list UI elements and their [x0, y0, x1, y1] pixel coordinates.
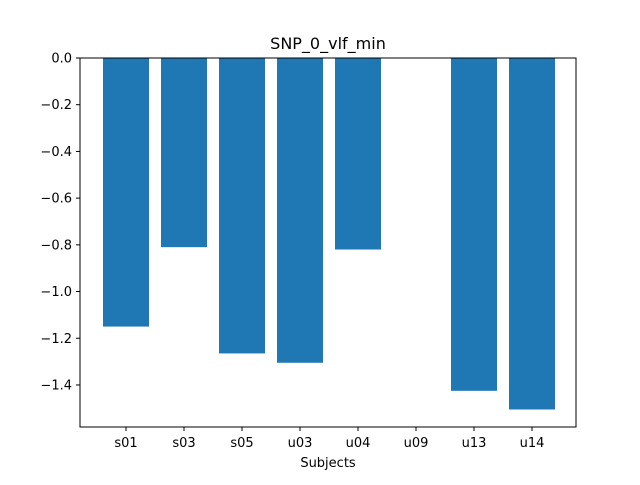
bar-u04 [335, 58, 381, 250]
plot-frame [79, 57, 577, 428]
x-tick-label: s03 [172, 436, 195, 451]
bar-u13 [451, 58, 497, 391]
x-tick-label: u13 [462, 436, 487, 451]
chart-title: SNP_0_vlf_min [270, 34, 386, 54]
x-tick-label: u04 [346, 436, 371, 451]
bar-s05 [219, 58, 265, 354]
x-axis: s01 s03 s05 u03 u04 u09 u13 u14 [114, 427, 544, 451]
y-tick-label: −1.2 [40, 332, 72, 347]
x-tick-label: u09 [404, 436, 429, 451]
y-tick-label: −1.0 [40, 285, 72, 300]
bars-layer [103, 58, 555, 410]
y-tick-label: −0.8 [40, 238, 72, 253]
y-tick-label: −0.6 [40, 192, 72, 207]
x-tick-label: u03 [288, 436, 313, 451]
x-tick-label: s05 [230, 436, 253, 451]
y-tick-label: −0.2 [40, 98, 72, 113]
y-tick-label: −1.4 [40, 378, 72, 393]
x-tick-label: s01 [114, 436, 137, 451]
x-tick-label: u14 [520, 436, 545, 451]
y-tick-label: −0.4 [40, 145, 72, 160]
y-tick-label: 0.0 [51, 52, 72, 67]
bar-u03 [277, 58, 323, 363]
y-axis: 0.0 −0.2 −0.4 −0.6 −0.8 −1.0 −1.2 −1.4 [40, 52, 80, 393]
bar-s03 [161, 58, 207, 248]
bar-u14 [509, 58, 555, 410]
bar-s01 [103, 58, 149, 327]
x-axis-title: Subjects [300, 456, 356, 471]
